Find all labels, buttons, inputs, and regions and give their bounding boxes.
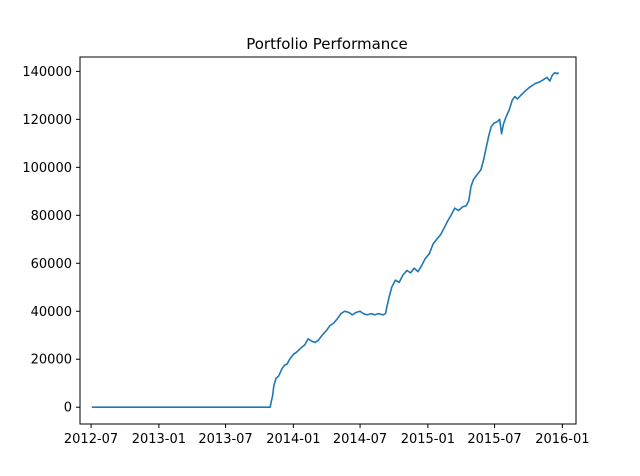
series-layer	[91, 71, 560, 409]
chart-title: Portfolio Performance	[246, 35, 408, 53]
series-line-0	[91, 71, 560, 409]
y-tick-label-5: 100000	[22, 161, 72, 176]
x-tick-label-0: 2012-07	[64, 432, 118, 447]
plot-frame	[79, 56, 577, 425]
y-tick-label-2: 40000	[31, 305, 72, 320]
x-tick-label-3: 2014-01	[266, 432, 320, 447]
x-tick-label-7: 2016-01	[535, 432, 589, 447]
x-tick-label-6: 2015-07	[467, 432, 521, 447]
y-tick-label-0: 0	[64, 401, 72, 416]
x-tick-label-2: 2013-07	[198, 432, 252, 447]
y-tick-label-6: 120000	[22, 113, 72, 128]
y-axis: 0 20000 40000 60000 80000 100000 120000 140000	[22, 65, 80, 416]
x-tick-label-5: 2015-01	[401, 432, 455, 447]
x-tick-label-1: 2013-01	[132, 432, 186, 447]
y-tick-label-3: 60000	[31, 257, 72, 272]
x-tick-label-4: 2014-07	[333, 432, 387, 447]
y-tick-label-1: 20000	[31, 353, 72, 368]
y-tick-label-7: 140000	[22, 65, 72, 80]
y-tick-label-4: 80000	[31, 209, 72, 224]
x-axis: 2012-07 2013-01 2013-07 2014-01 2014-07 2015-…	[64, 424, 590, 447]
